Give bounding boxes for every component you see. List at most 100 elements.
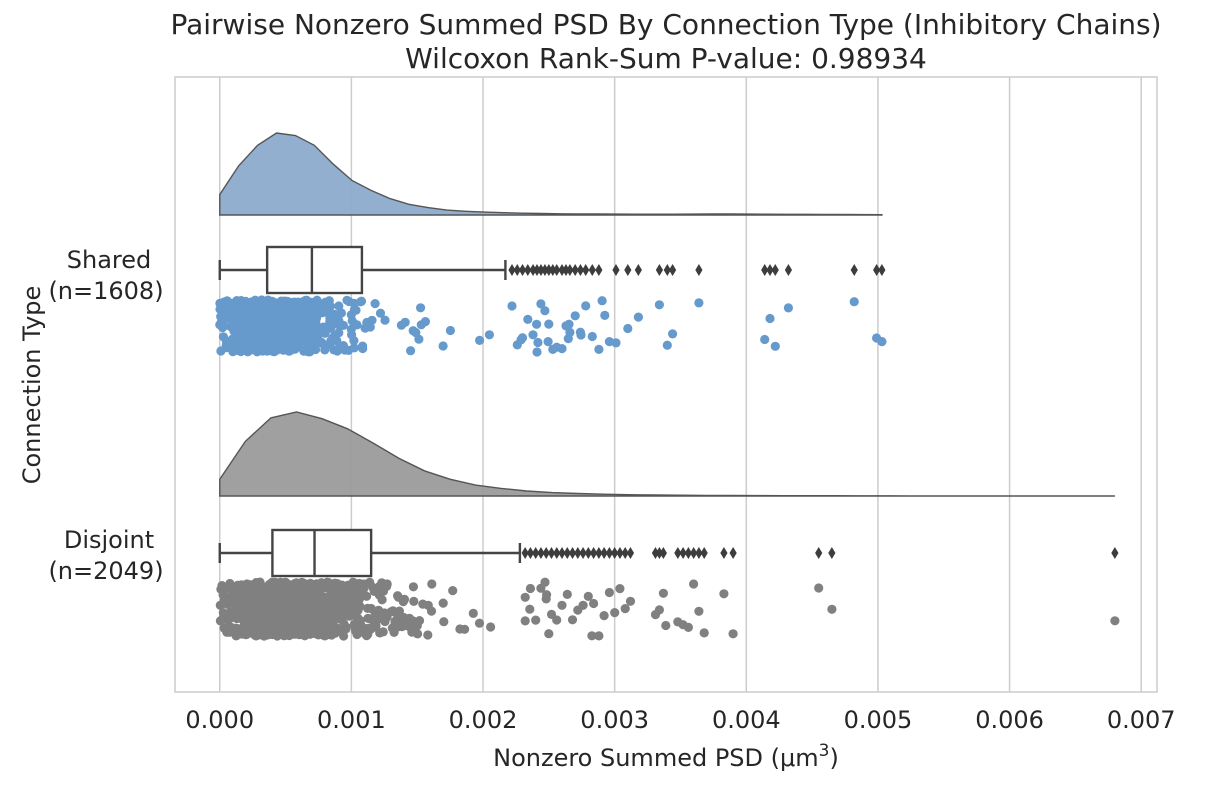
chart-title-line-2: Wilcoxon Rank-Sum P-value: 0.98934 bbox=[405, 42, 927, 75]
jitter-point bbox=[543, 337, 553, 347]
outlier-marker bbox=[878, 264, 886, 276]
jitter-point bbox=[301, 608, 311, 618]
box-plots bbox=[218, 245, 1119, 578]
jitter-point bbox=[291, 627, 301, 637]
jitter-point bbox=[269, 616, 279, 627]
jitter-point bbox=[235, 599, 245, 609]
jitter-point bbox=[512, 340, 522, 350]
jitter-point bbox=[306, 580, 316, 590]
outlier-marker bbox=[584, 547, 592, 559]
jitter-point bbox=[339, 619, 349, 629]
plot-area-frame bbox=[174, 76, 1158, 693]
density-clouds bbox=[219, 132, 1115, 497]
outlier-marker bbox=[568, 547, 577, 559]
jitter-point bbox=[770, 341, 780, 351]
jitter-point bbox=[266, 600, 276, 610]
jitter-point bbox=[587, 631, 597, 641]
jitter-point bbox=[662, 340, 672, 350]
jitter-point bbox=[242, 616, 252, 626]
jitter-point bbox=[683, 622, 694, 633]
jitter-point bbox=[226, 307, 236, 317]
x-axis-label: Nonzero Summed PSD (μm3) bbox=[493, 741, 839, 772]
jitter-point bbox=[219, 598, 229, 608]
jitter-point bbox=[600, 310, 610, 320]
jitter-point bbox=[326, 336, 336, 346]
chart-title-line-1: Pairwise Nonzero Summed PSD By Connectio… bbox=[170, 8, 1161, 41]
jitter-point bbox=[372, 612, 382, 622]
jitter-point bbox=[658, 588, 669, 598]
jitter-point bbox=[233, 338, 243, 348]
outlier-marker bbox=[621, 547, 629, 559]
jitter-point bbox=[356, 297, 366, 307]
jitter-point bbox=[623, 323, 633, 334]
jitter-point bbox=[273, 328, 283, 338]
outlier-marker bbox=[655, 547, 664, 559]
jitter-point bbox=[525, 604, 535, 614]
jitter-point bbox=[311, 338, 321, 348]
jitter-point bbox=[294, 336, 304, 346]
outlier-marker bbox=[616, 547, 624, 559]
jitter-point bbox=[654, 605, 665, 615]
jitter-point bbox=[305, 325, 315, 335]
group-label-name: Disjoint bbox=[64, 526, 154, 554]
outlier-marker bbox=[679, 547, 687, 559]
outlier-marker bbox=[828, 547, 836, 559]
jitter-point bbox=[294, 299, 304, 309]
jitter-point bbox=[299, 628, 309, 638]
outlier-marker bbox=[532, 547, 540, 559]
jitter-point bbox=[426, 606, 437, 616]
jitter-point bbox=[532, 319, 542, 329]
outlier-marker bbox=[558, 264, 566, 276]
jitter-point bbox=[1110, 616, 1120, 626]
jitter-point bbox=[230, 327, 240, 337]
jitter-point bbox=[520, 616, 530, 626]
outlier-marker bbox=[771, 264, 779, 276]
jitter-point bbox=[250, 308, 260, 318]
jitter-point bbox=[438, 341, 448, 351]
outlier-marker bbox=[624, 264, 632, 276]
outlier-marker bbox=[674, 547, 682, 559]
jitter-point bbox=[814, 583, 824, 593]
jitter-point bbox=[304, 345, 314, 355]
jitter-point bbox=[343, 601, 354, 611]
outlier-marker bbox=[541, 264, 549, 276]
jitter-point bbox=[552, 615, 562, 625]
outlier-marker bbox=[582, 264, 590, 276]
jitter-point bbox=[877, 337, 887, 347]
jitter-point bbox=[294, 324, 304, 335]
outlier-marker bbox=[513, 264, 521, 276]
jitter-point bbox=[271, 319, 281, 329]
outlier-marker bbox=[850, 264, 858, 276]
jitter-point bbox=[260, 617, 270, 627]
jitter-point bbox=[339, 631, 349, 641]
jitter-point bbox=[350, 610, 360, 620]
jitter-point bbox=[520, 592, 530, 602]
jitter-point bbox=[351, 305, 361, 315]
outlier-marker bbox=[612, 264, 620, 276]
jitter-point bbox=[625, 596, 636, 606]
jitter-point bbox=[694, 606, 704, 616]
outlier-marker bbox=[1111, 547, 1119, 559]
outlier-marker bbox=[815, 547, 823, 559]
jitter-point bbox=[661, 620, 671, 631]
jitter-point bbox=[532, 347, 542, 357]
outlier-marker bbox=[533, 264, 541, 276]
jitter-point bbox=[242, 629, 252, 639]
jitter-point bbox=[327, 630, 337, 640]
jitter-point bbox=[311, 313, 321, 323]
x-tick-label: 0.000 bbox=[185, 706, 254, 734]
jitter-point bbox=[290, 579, 300, 589]
jitter-point bbox=[334, 301, 344, 311]
jitter-point bbox=[352, 629, 362, 640]
jitter-point bbox=[257, 295, 267, 305]
jitter-point bbox=[277, 606, 287, 616]
x-axis-ticks: 0.000 0.001 0.002 0.003 0.004 0.005 0.006 0.007 bbox=[185, 706, 1175, 734]
jitter-point bbox=[484, 330, 494, 340]
jitter-point bbox=[228, 299, 238, 309]
jitter-point bbox=[409, 596, 419, 607]
outlier-marker bbox=[668, 264, 677, 276]
jitter-point bbox=[390, 616, 400, 626]
outlier-marker bbox=[558, 547, 566, 559]
outlier-marker bbox=[508, 264, 516, 276]
